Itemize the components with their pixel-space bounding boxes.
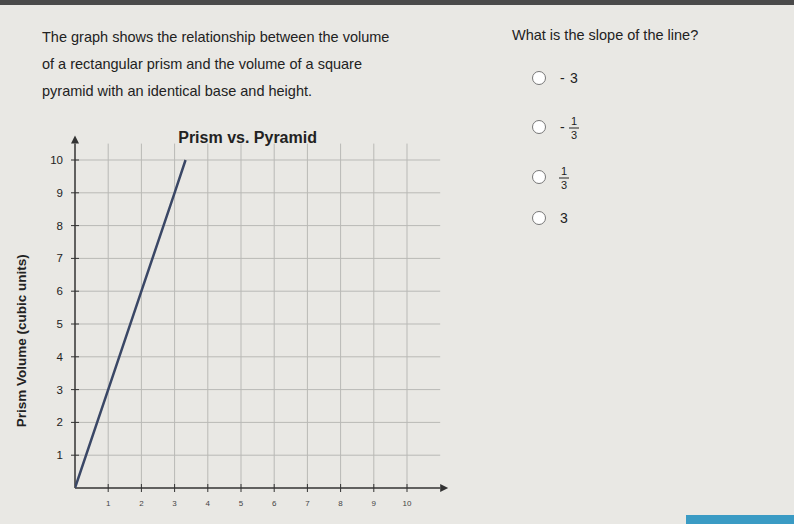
radio[interactable] (533, 72, 546, 85)
x-tick-label: 8 (338, 499, 343, 508)
tick (373, 484, 374, 492)
y-axis (74, 144, 76, 488)
grid-line (75, 455, 440, 456)
grid-line (373, 144, 374, 488)
x-tick-label: 5 (239, 499, 244, 508)
tick (274, 484, 275, 492)
grid-line (108, 144, 109, 488)
tick (307, 484, 308, 492)
prompt-line: pyramid with an identical base and heigh… (42, 83, 312, 99)
question: What is the slope of the line? (512, 27, 698, 43)
grid-line (307, 144, 308, 488)
x-axis (75, 487, 440, 489)
tick (174, 484, 175, 492)
tick (71, 356, 79, 357)
option-denominator: 3 (571, 129, 577, 141)
y-axis-label: Prism Volume (cubic units) (14, 254, 29, 427)
x-tick-label: 9 (372, 499, 377, 508)
axis-arrow (440, 484, 448, 492)
x-tick-label: 10 (403, 499, 412, 508)
tick (71, 258, 79, 259)
tick (71, 225, 79, 226)
data-line (75, 160, 186, 488)
grid-line (75, 160, 440, 161)
tick (141, 484, 142, 492)
y-tick-label: 4 (57, 351, 64, 363)
canvas: The graph shows the relationship between… (0, 0, 794, 524)
option-text: 3 (570, 70, 578, 86)
plot-area (75, 160, 186, 488)
x-tick-label: 6 (272, 499, 277, 508)
grid-line (241, 144, 242, 488)
grid-line (75, 192, 440, 193)
grid-line (340, 144, 341, 488)
tick (71, 160, 79, 161)
y-tick-label: 8 (57, 220, 63, 232)
x-tick-label: 4 (206, 499, 211, 508)
tick (71, 389, 79, 390)
page: The graph shows the relationship between… (0, 0, 794, 524)
option-numerator: 1 (571, 115, 577, 127)
y-tick-label: 2 (57, 416, 63, 428)
x-tick-label: 2 (139, 499, 144, 508)
grid-line (141, 144, 142, 488)
axis-arrow (71, 136, 79, 144)
tick (108, 484, 109, 492)
option-denominator: 3 (561, 179, 567, 191)
grid-line (207, 144, 208, 488)
grid-line (75, 422, 440, 423)
tick (71, 422, 79, 423)
y-tick-label: 3 (57, 384, 63, 396)
x-tick-label: 1 (106, 499, 111, 508)
y-tick-label: 10 (50, 154, 63, 166)
y-tick-label: 6 (57, 285, 63, 297)
tick (207, 484, 208, 492)
x-tick-label: 7 (305, 499, 310, 508)
grid-line (407, 144, 408, 488)
grid-line (75, 258, 440, 259)
tick (71, 192, 79, 193)
tick (71, 324, 79, 325)
tick (407, 484, 408, 492)
y-tick-label: 5 (57, 318, 63, 330)
radio[interactable] (533, 212, 546, 225)
y-tick-label: 7 (57, 252, 63, 264)
tick (71, 291, 79, 292)
option-sign: - (560, 70, 565, 86)
tick (71, 455, 79, 456)
grid-line (75, 291, 440, 292)
top-bar (0, 0, 794, 5)
y-tick-label: 1 (57, 449, 63, 461)
grid-line (75, 356, 440, 357)
tick (340, 484, 341, 492)
grid-line (75, 225, 440, 226)
tick (241, 484, 242, 492)
grid-line (75, 389, 440, 390)
grid-line (274, 144, 275, 488)
footer-button (686, 515, 794, 524)
x-tick-label: 3 (172, 499, 177, 508)
radio[interactable] (533, 121, 546, 134)
radio[interactable] (533, 171, 546, 184)
y-tick-label: 9 (57, 187, 63, 199)
option-sign: - (560, 119, 565, 135)
prompt-line: The graph shows the relationship between… (42, 29, 389, 45)
option-numerator: 1 (561, 165, 567, 177)
prompt-line: of a rectangular prism and the volume of… (42, 56, 362, 72)
chart-title: Prism vs. Pyramid (178, 129, 317, 146)
option-text: 3 (560, 210, 568, 226)
